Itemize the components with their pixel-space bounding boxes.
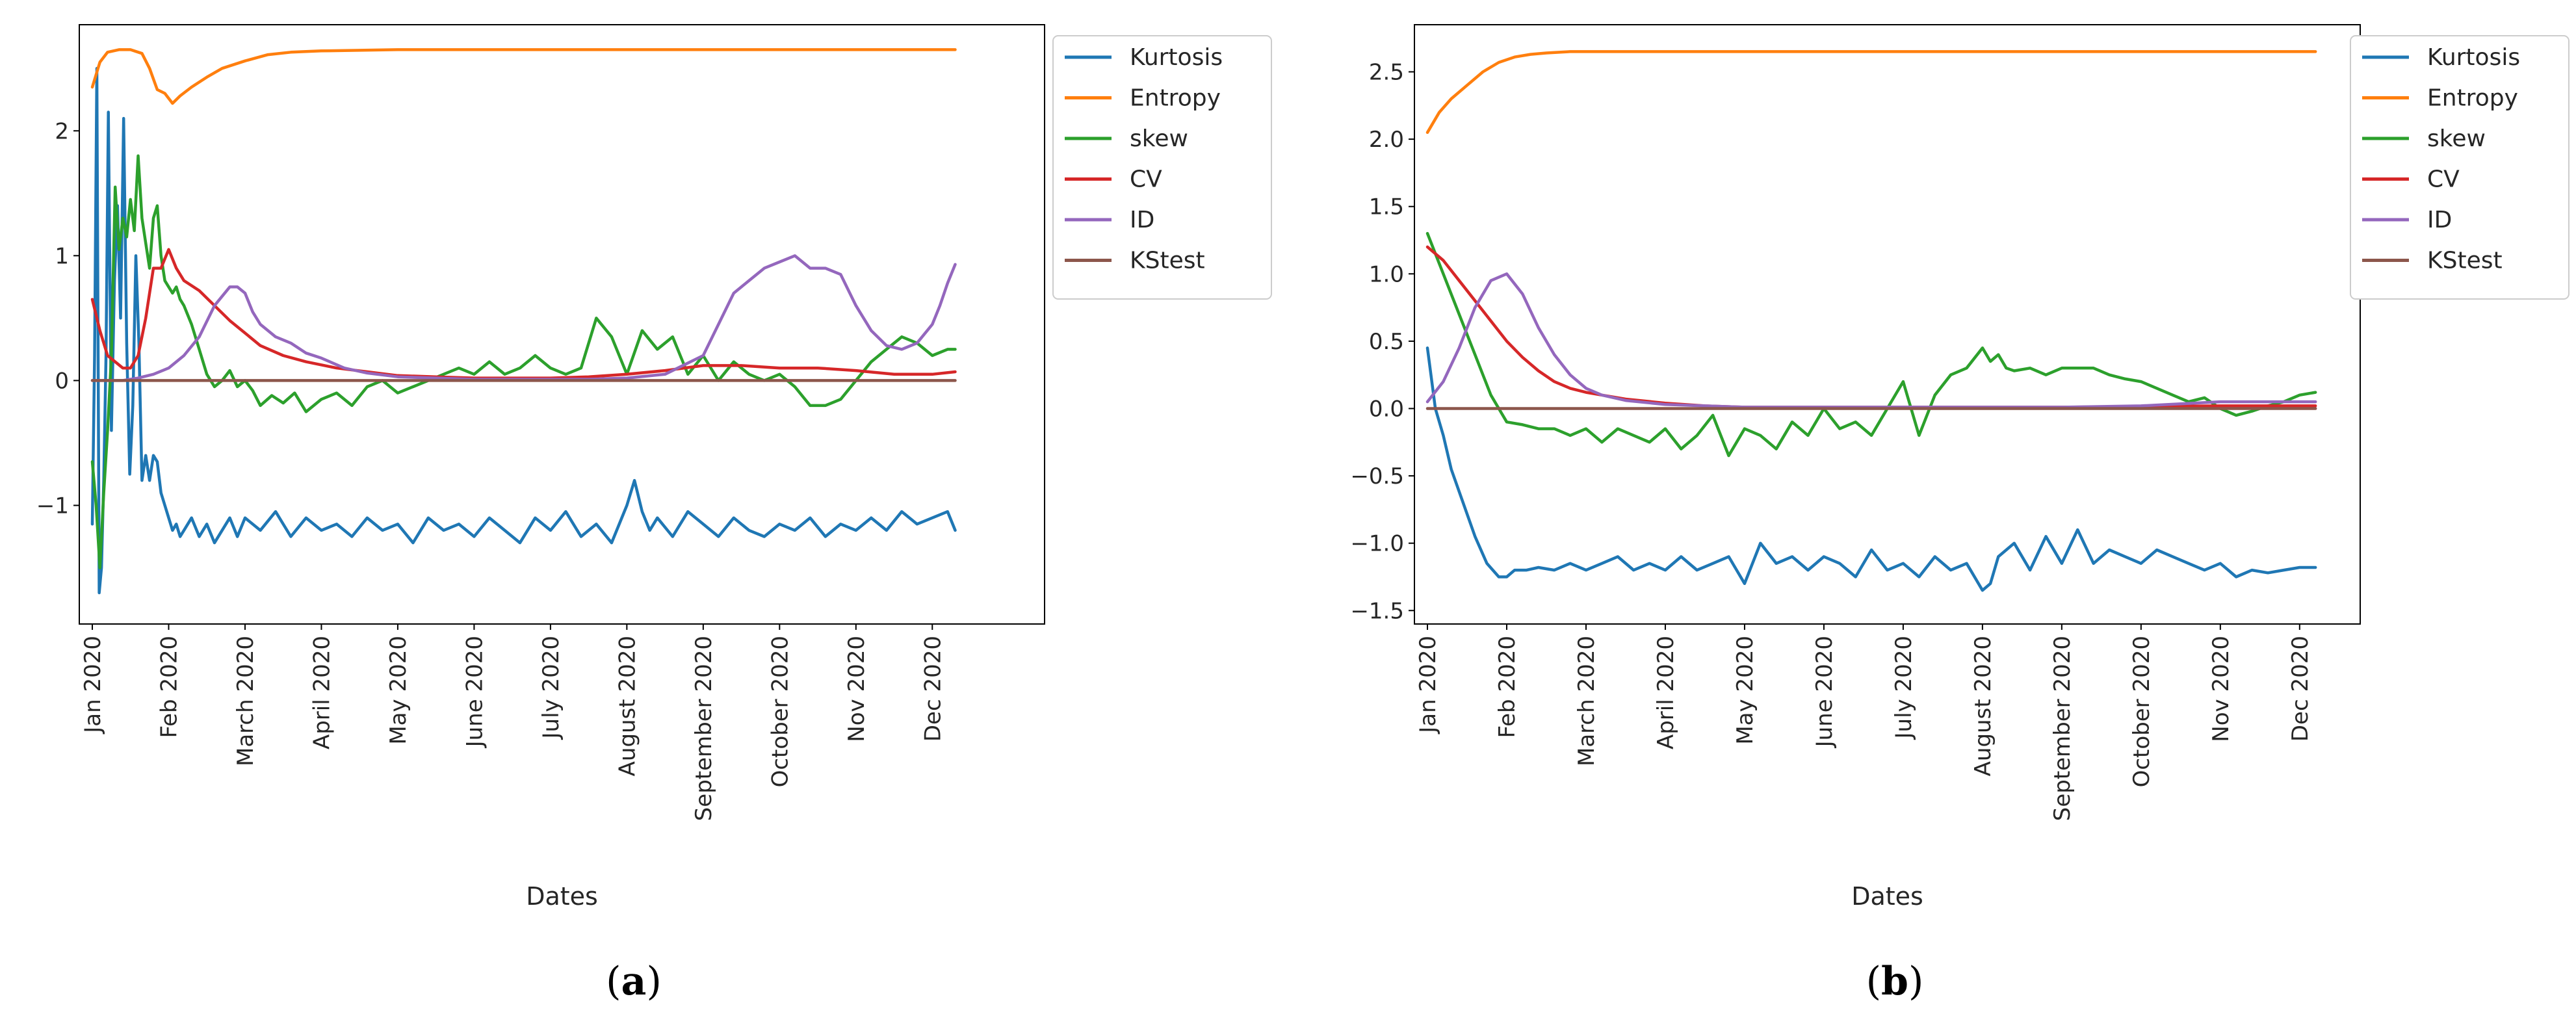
legend-label: Kurtosis [2427,44,2520,71]
x-tick-label: October 2020 [2129,636,2155,787]
y-tick-label: −0.5 [1350,463,1404,489]
legend-box [1052,35,1272,300]
series-line-skew [90,154,957,569]
x-tick-label: March 2020 [1574,636,1600,766]
series-group [90,48,957,595]
y-tick-label: 1.5 [1369,194,1404,220]
series-line-id [90,254,957,382]
y-tick-label: 2 [55,118,69,144]
x-tick-label: August 2020 [614,636,640,776]
x-axis-label: Dates [1851,882,1923,911]
series-line-cv [1425,245,2317,409]
legend-label: KStest [1130,248,1205,274]
legend: Kurtosis Entropy skew CV ID KStest [1052,35,1272,300]
x-tick-label: Nov 2020 [2208,636,2234,742]
x-tick-label: April 2020 [309,636,335,749]
series-line-entropy [90,48,957,105]
x-tick-label: October 2020 [767,636,793,787]
y-tick-label: 2.0 [1369,127,1404,153]
y-tick-label: 0.0 [1369,396,1404,422]
series-line-cv [90,248,957,380]
x-tick-label: April 2020 [1653,636,1679,749]
x-tick-label: Feb 2020 [156,636,182,738]
y-tick-label: 1.0 [1369,261,1404,287]
x-tick-label: Nov 2020 [844,636,870,742]
y-tick-label: 0.5 [1369,329,1404,355]
x-tick-label: August 2020 [1970,636,1996,776]
x-tick-label: Dec 2020 [920,636,946,742]
plot-frame [1414,24,2361,625]
series-line-skew [1425,231,2317,458]
panel-a: −1 0 1 2 Jan 2020 Feb 2020 March 2020 April 202… [36,24,1272,1004]
legend-label: CV [2427,166,2460,193]
series-line-entropy [1425,50,2317,135]
legend-label: Kurtosis [1130,44,1223,71]
x-tick-label: September 2020 [2049,636,2075,821]
legend-label: skew [2427,125,2486,152]
x-tick-label: June 2020 [462,636,488,748]
legend-label: skew [1130,125,1188,152]
x-tick-label: May 2020 [1732,636,1758,745]
legend-label: CV [1130,166,1162,193]
x-tick-label: Feb 2020 [1494,636,1520,738]
legend-label: KStest [2427,248,2503,274]
legend-label: ID [1130,207,1154,233]
series-line-id [1425,272,2317,409]
series-group [1425,50,2317,592]
panel-caption: (a) [606,959,662,1004]
series-line-kurtosis [90,66,957,595]
legend: Kurtosis Entropy skew CV ID KStest [2350,35,2569,300]
x-tick-label: Dec 2020 [2287,636,2313,742]
y-tick-label: −1.5 [1350,598,1404,624]
panel-b: −1.5 −1.0 −0.5 0.0 0.5 1.0 1.5 2.0 2.5 Jan 2020 Fe… [1350,24,2569,1004]
legend-label: Entropy [2427,85,2518,112]
x-tick-label: June 2020 [1812,636,1838,748]
x-tick-label: July 2020 [538,636,564,740]
legend-label: ID [2427,207,2452,233]
y-tick-label: −1.0 [1350,531,1404,557]
y-tick-label: −1 [36,493,69,519]
y-tick-label: 1 [55,243,69,269]
y-tick-label: 2.5 [1369,60,1404,86]
panel-caption-letter: a [621,959,647,1004]
x-axis-label: Dates [526,882,598,911]
panel-caption-letter: b [1881,959,1908,1004]
x-tick-label: September 2020 [691,636,717,821]
y-tick-label: 0 [55,368,69,394]
series-line-kurtosis [1425,346,2317,592]
x-tick-label: March 2020 [233,636,259,766]
legend-label: Entropy [1130,85,1221,112]
legend-box [2350,35,2569,300]
panel-caption: (b) [1866,959,1924,1004]
plot-frame [79,24,1045,625]
x-tick-label: July 2020 [1891,636,1917,740]
x-tick-label: Jan 2020 [80,636,106,734]
x-tick-label: May 2020 [385,636,411,745]
x-tick-label: Jan 2020 [1415,636,1441,734]
